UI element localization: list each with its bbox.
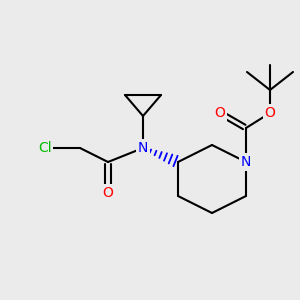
Text: Cl: Cl (38, 141, 52, 155)
Text: N: N (138, 141, 148, 155)
Text: O: O (265, 106, 275, 120)
Text: N: N (241, 155, 251, 169)
Text: O: O (103, 186, 113, 200)
Text: O: O (214, 106, 225, 120)
